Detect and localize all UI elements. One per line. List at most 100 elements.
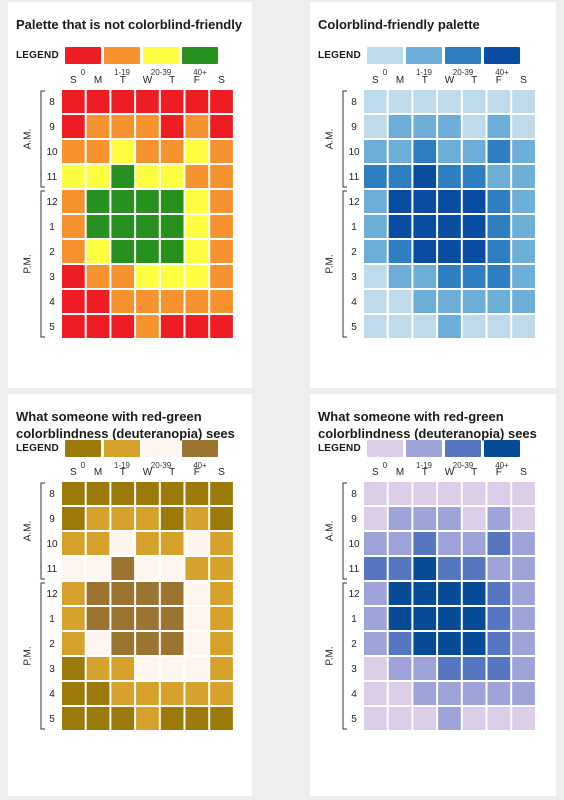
heatmap-cell bbox=[185, 632, 209, 655]
heatmap-cell bbox=[185, 657, 209, 680]
heatmap-cell bbox=[210, 607, 233, 630]
heatmap-cell bbox=[136, 707, 159, 730]
legend-bin-label: 0 bbox=[80, 461, 86, 470]
heatmap-cell bbox=[388, 682, 412, 705]
day-label: M bbox=[94, 467, 102, 478]
heatmap-cell bbox=[86, 240, 110, 263]
hour-label: 1 bbox=[49, 614, 55, 625]
heatmap-cell bbox=[462, 657, 486, 680]
heatmap-cell bbox=[413, 190, 437, 213]
heatmap-cell bbox=[210, 557, 233, 580]
heatmap-cell bbox=[210, 165, 233, 188]
heatmap-cell bbox=[185, 315, 209, 338]
heatmap-cell bbox=[136, 507, 159, 530]
legend-bin-label: 0 bbox=[382, 68, 388, 77]
heatmap-cell bbox=[364, 682, 387, 705]
heatmap-cell bbox=[438, 115, 461, 138]
hour-label: 3 bbox=[351, 664, 357, 675]
day-label: S bbox=[218, 467, 225, 478]
heatmap-cell bbox=[364, 90, 387, 113]
heatmap-cell bbox=[438, 582, 461, 605]
heatmap-cell bbox=[462, 240, 486, 263]
legend-label: LEGEND bbox=[318, 50, 361, 61]
heatmap-cell bbox=[413, 140, 437, 163]
heatmap-cell bbox=[462, 607, 486, 630]
heatmap-cell bbox=[136, 482, 159, 505]
group-label: P.M. bbox=[325, 646, 336, 665]
heatmap-cell bbox=[62, 607, 85, 630]
heatmap-cell bbox=[86, 632, 110, 655]
heatmap-cell bbox=[86, 682, 110, 705]
heatmap-cell bbox=[210, 482, 233, 505]
heatmap-cell bbox=[364, 265, 387, 288]
heatmap-cell bbox=[413, 632, 437, 655]
day-label: F bbox=[496, 467, 502, 478]
heatmap-cell bbox=[364, 215, 387, 238]
hour-label: 9 bbox=[351, 122, 357, 133]
hour-label: 1 bbox=[49, 222, 55, 233]
heatmap-cell bbox=[438, 607, 461, 630]
heatmap-cell bbox=[438, 265, 461, 288]
heatmap-cell bbox=[185, 582, 209, 605]
heatmap-cell bbox=[86, 215, 110, 238]
heatmap-cell bbox=[388, 582, 412, 605]
group-bracket bbox=[342, 190, 347, 338]
heatmap-cell bbox=[160, 507, 184, 530]
heatmap-cell bbox=[512, 582, 535, 605]
heatmap-cell bbox=[487, 240, 511, 263]
heatmap-cell bbox=[62, 215, 85, 238]
day-label: F bbox=[194, 75, 200, 86]
heatmap-cell bbox=[210, 657, 233, 680]
heatmap-cell bbox=[388, 707, 412, 730]
heatmap-cell bbox=[136, 215, 159, 238]
panel-not-colorblind-friendly: Palette that is not colorblind-friendly … bbox=[8, 2, 252, 388]
day-label: F bbox=[496, 75, 502, 86]
heatmap-cell bbox=[185, 140, 209, 163]
heatmap-cell bbox=[62, 582, 85, 605]
group-bracket bbox=[342, 582, 347, 730]
heatmap-cell bbox=[364, 290, 387, 313]
heatmap-cell bbox=[487, 557, 511, 580]
heatmap-cell bbox=[413, 315, 437, 338]
heatmap-cell bbox=[86, 707, 110, 730]
heatmap-cell bbox=[185, 707, 209, 730]
heatmap-cell bbox=[438, 165, 461, 188]
heatmap-cell bbox=[487, 657, 511, 680]
heatmap-cell bbox=[413, 165, 437, 188]
heatmap-cell bbox=[388, 265, 412, 288]
hour-label: 2 bbox=[351, 247, 357, 258]
heatmap-cell bbox=[160, 632, 184, 655]
group-bracket bbox=[40, 90, 45, 188]
heatmap-cell bbox=[111, 240, 135, 263]
legend-swatch bbox=[445, 47, 481, 64]
heatmap-cell bbox=[160, 165, 184, 188]
heatmap-cell bbox=[185, 607, 209, 630]
heatmap-cell bbox=[388, 557, 412, 580]
heatmap-cell bbox=[364, 657, 387, 680]
heatmap-cell bbox=[462, 532, 486, 555]
legend-bin-label: 1-19 bbox=[113, 68, 130, 77]
heatmap-cell bbox=[210, 682, 233, 705]
heatmap-cell bbox=[62, 315, 85, 338]
hour-label: 11 bbox=[47, 564, 58, 575]
heatmap-cell bbox=[210, 240, 233, 263]
heatmap-cell bbox=[111, 632, 135, 655]
heatmap-cell bbox=[438, 90, 461, 113]
group-bracket bbox=[342, 482, 347, 580]
heatmap-cell bbox=[512, 165, 535, 188]
heatmap-cell bbox=[111, 315, 135, 338]
heatmap-cell bbox=[364, 140, 387, 163]
heatmap-cell bbox=[487, 140, 511, 163]
heatmap-cell bbox=[512, 215, 535, 238]
heatmap-cell bbox=[185, 240, 209, 263]
day-label: S bbox=[70, 467, 77, 478]
heatmap-cell bbox=[185, 90, 209, 113]
heatmap-cell bbox=[111, 165, 135, 188]
heatmap-cell bbox=[388, 482, 412, 505]
heatmap-cell bbox=[86, 532, 110, 555]
day-label: S bbox=[372, 467, 379, 478]
heatmap-cell bbox=[413, 240, 437, 263]
heatmap-cell bbox=[413, 290, 437, 313]
legend-swatch bbox=[484, 440, 520, 457]
group-label: A.M. bbox=[23, 521, 34, 542]
